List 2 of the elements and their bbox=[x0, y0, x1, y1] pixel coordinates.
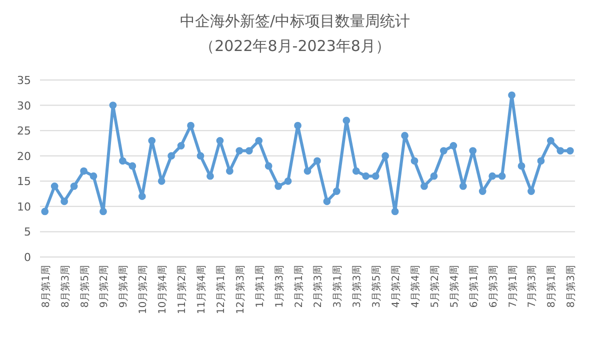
subtitle: （2022年8月-2023年8月） bbox=[200, 37, 390, 55]
title: 中企海外新签/中标项目数量周统计 bbox=[180, 12, 410, 30]
